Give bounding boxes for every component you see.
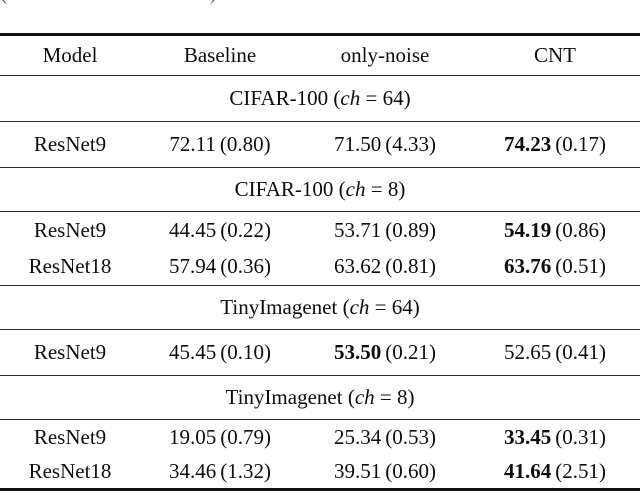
std-value: (0.80) (219, 132, 271, 156)
section-header-cifar100-ch64: CIFAR-100 (ch = 64) (0, 75, 640, 121)
table-bottom-rule (0, 488, 640, 497)
mean-value: 72.11 (169, 132, 216, 156)
std-value: (0.31) (555, 424, 606, 449)
mean-value: 71.50 (334, 132, 382, 156)
baseline-cell: 57.94 (0.36) (140, 254, 300, 279)
model-cell: ResNet9 (33, 340, 107, 364)
std-value: (2.51) (555, 458, 606, 483)
math-var-ch: ch (349, 295, 370, 319)
mean-value: 39.51 (334, 458, 382, 483)
mean-value: 53.50 (334, 340, 382, 364)
column-header-cnt: CNT (534, 43, 576, 67)
mean-value: 53.71 (334, 217, 382, 242)
std-value: (0.36) (220, 254, 271, 279)
mean-value: 57.94 (169, 254, 217, 279)
row-group-tiny8: ResNet9 19.05 (0.79) 25.34 (0.53) 33.45 (0.… (0, 419, 640, 488)
cnt-cell: 54.19 (0.86) (470, 218, 640, 243)
results-table: Model Baseline only-noise CNT CIFAR-100 … (0, 33, 640, 497)
mean-value: 41.64 (504, 458, 552, 483)
mean-value: 74.23 (504, 132, 552, 156)
math-var-ch: ch (345, 177, 366, 201)
column-header-model: Model (42, 43, 98, 67)
std-value: (0.51) (555, 254, 606, 279)
table-header-row: Model Baseline only-noise CNT (0, 33, 640, 75)
only-noise-cell: 63.62 (0.81) (300, 254, 470, 279)
cnt-cell: 33.45 (0.31) (470, 425, 640, 450)
std-value: (0.22) (220, 217, 271, 242)
mean-value: 25.34 (334, 424, 382, 449)
model-cell: ResNet9 (33, 217, 107, 242)
column-header-baseline: Baseline (183, 43, 257, 67)
cnt-cell: 63.76 (0.51) (470, 254, 640, 279)
cropped-caption-fragment-left: ( (1, 0, 13, 4)
std-value: (0.81) (385, 254, 436, 279)
model-cell: ResNet9 (33, 132, 107, 156)
cnt-cell: 74.23 (0.17) (470, 132, 640, 157)
mean-value: 63.76 (504, 254, 552, 279)
std-value: (0.53) (385, 424, 436, 449)
math-var-ch: ch (340, 86, 361, 110)
section-header-cifar100-ch8: CIFAR-100 (ch = 8) (0, 167, 640, 211)
row-group-cifar8: ResNet9 44.45 (0.22) 53.71 (0.89) 54.19 (0.… (0, 211, 640, 285)
table-row-cifar8-resnet18: ResNet18 57.94 (0.36) 63.62 (0.81) 63.76 (0… (0, 249, 640, 286)
section-title: TinyImagenet (ch = 8) (225, 385, 415, 409)
baseline-cell: 72.11 (0.80) (140, 132, 300, 157)
std-value: (1.32) (220, 458, 271, 483)
std-value: (0.17) (555, 132, 606, 156)
cnt-cell: 41.64 (2.51) (470, 459, 640, 484)
mean-value: 63.62 (334, 254, 382, 279)
column-header-only-noise: only-noise (340, 43, 430, 67)
section-title: CIFAR-100 (ch = 8) (234, 177, 406, 201)
model-cell: ResNet9 (33, 424, 107, 449)
mean-value: 45.45 (169, 340, 217, 364)
mean-value: 44.45 (169, 217, 217, 242)
mean-value: 33.45 (504, 424, 552, 449)
std-value: (4.33) (385, 132, 436, 156)
only-noise-cell: 71.50 (4.33) (300, 132, 470, 157)
only-noise-cell: 53.71 (0.89) (300, 218, 470, 243)
table-row-tiny64-resnet9: ResNet9 45.45 (0.10) 53.50 (0.21) 52.65 (0.… (0, 329, 640, 375)
cropped-caption-fragment-right: ) (210, 0, 222, 4)
section-header-tinyimagenet-ch64: TinyImagenet (ch = 64) (0, 285, 640, 329)
baseline-cell: 34.46 (1.32) (140, 459, 300, 484)
mean-value: 19.05 (169, 424, 217, 449)
table-row-cifar8-resnet9: ResNet9 44.45 (0.22) 53.71 (0.89) 54.19 (0.… (0, 212, 640, 249)
mean-value: 54.19 (504, 217, 552, 242)
std-value: (0.60) (385, 458, 436, 483)
std-value: (0.21) (385, 340, 436, 364)
section-title: TinyImagenet (ch = 64) (220, 295, 420, 319)
math-var-ch: ch (354, 385, 375, 409)
section-header-tinyimagenet-ch8: TinyImagenet (ch = 8) (0, 375, 640, 419)
table-row-tiny8-resnet9: ResNet9 19.05 (0.79) 25.34 (0.53) 33.45 (0.… (0, 420, 640, 454)
std-value: (0.41) (555, 340, 606, 364)
mean-value: 52.65 (504, 340, 552, 364)
model-cell: ResNet18 (28, 458, 112, 483)
baseline-cell: 44.45 (0.22) (140, 218, 300, 243)
cnt-cell: 52.65 (0.41) (470, 340, 640, 365)
std-value: (0.10) (220, 340, 271, 364)
baseline-cell: 19.05 (0.79) (140, 425, 300, 450)
only-noise-cell: 53.50 (0.21) (300, 340, 470, 365)
baseline-cell: 45.45 (0.10) (140, 340, 300, 365)
model-cell: ResNet18 (28, 254, 112, 279)
mean-value: 34.46 (169, 458, 217, 483)
table-row-tiny8-resnet18: ResNet18 34.46 (1.32) 39.51 (0.60) 41.64 (2… (0, 454, 640, 488)
only-noise-cell: 39.51 (0.60) (300, 459, 470, 484)
table-row-cifar64-resnet9: ResNet9 72.11 (0.80) 71.50 (4.33) 74.23 (0.… (0, 121, 640, 167)
std-value: (0.79) (220, 424, 271, 449)
std-value: (0.89) (385, 217, 436, 242)
std-value: (0.86) (555, 217, 606, 242)
section-title: CIFAR-100 (ch = 64) (229, 86, 411, 110)
only-noise-cell: 25.34 (0.53) (300, 425, 470, 450)
